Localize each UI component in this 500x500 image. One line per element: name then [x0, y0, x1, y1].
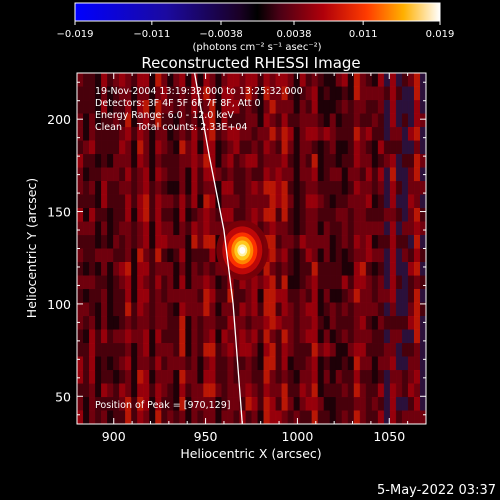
- x-axis-label: Heliocentric X (arcsec): [180, 446, 321, 461]
- colorbar-ticks: −0.019 −0.011 −0.0038 0.0038 0.011 0.019: [56, 21, 454, 40]
- y-axis-label: Heliocentric Y (arcsec): [24, 178, 39, 318]
- colorbar-tick-label: −0.019: [56, 29, 93, 40]
- colorbar-tick-label: 0.0038: [277, 29, 312, 40]
- y-axis-tick-label: 150: [47, 205, 71, 220]
- x-axis-tick-label: 950: [194, 429, 218, 444]
- colorbar-tick-label: 0.011: [349, 29, 378, 40]
- y-axis-tick-label: 200: [47, 112, 71, 127]
- annotation-time-range: 19-Nov-2004 13:19:32.000 to 13:25:32.000: [95, 86, 303, 97]
- y-axis-tick-label: 100: [47, 297, 71, 312]
- colorbar-tick-label: −0.011: [133, 29, 170, 40]
- colorbar-tick-label: −0.0038: [199, 29, 242, 40]
- annotation-detectors: Detectors: 3F 4F 5F 6F 7F 8F, Att 0: [95, 98, 261, 109]
- chart-title: Reconstructed RHESSI Image: [141, 54, 360, 72]
- axes: 900 950 1000 1050 50 100 150 200: [47, 73, 426, 444]
- annotation-energy: Energy Range: 6.0 - 12.0 keV: [95, 110, 234, 121]
- x-axis-tick-label: 1000: [282, 429, 314, 444]
- peak-position-label: Position of Peak = [970,129]: [95, 400, 230, 411]
- x-axis-tick-label: 1050: [373, 429, 405, 444]
- colorbar-tick-label: 0.019: [426, 29, 455, 40]
- flare-source: [216, 220, 269, 281]
- colorbar-units: (photons cm⁻² s⁻¹ asec⁻²): [192, 42, 321, 53]
- solar-limb-curve: [193, 73, 243, 424]
- timestamp-footer: 5-May-2022 03:37: [377, 483, 496, 498]
- colorbar: [74, 2, 441, 22]
- y-axis-tick-label: 50: [55, 389, 71, 404]
- annotation-clean-counts: Clean Total counts: 2.33E+04: [95, 122, 247, 133]
- x-axis-tick-label: 900: [102, 429, 126, 444]
- heatmap-image: [77, 73, 426, 424]
